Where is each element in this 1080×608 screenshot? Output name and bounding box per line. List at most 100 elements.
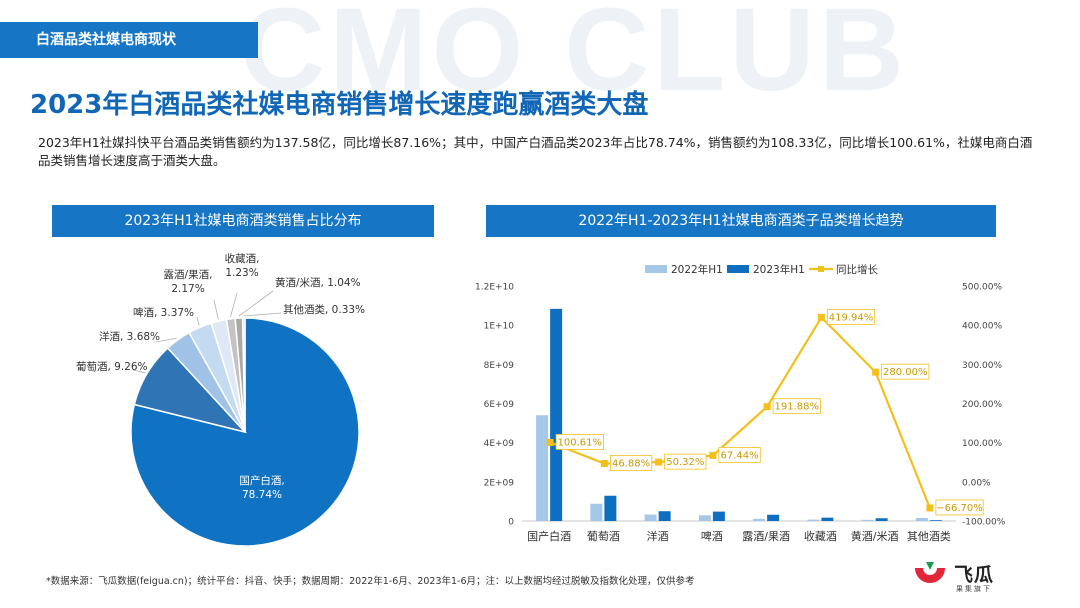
pie-leader-line (213, 299, 219, 320)
y-left-tick-label: 2E+09 (484, 478, 515, 488)
pie-label: 1.23% (225, 267, 258, 279)
bar-2022h1 (698, 515, 711, 521)
x-tick-label: 露酒/果酒 (742, 530, 790, 543)
yoy-point (655, 458, 663, 466)
y-left-tick-label: 1E+10 (484, 322, 515, 332)
y-right-tick-label: 100.00% (962, 439, 1002, 449)
watermark-text: CMO CLUB (240, 0, 908, 116)
x-tick-label: 其他酒类 (907, 529, 951, 543)
x-tick-label: 洋酒 (647, 529, 669, 543)
y-left-tick-label: 8E+09 (484, 361, 515, 371)
pie-leader-line (196, 316, 200, 326)
pie-leader-line (132, 369, 146, 374)
combo-chart-header: 2022年H1-2023年H1社媒电商酒类子品类增长趋势 (486, 205, 996, 237)
yoy-label-box (935, 499, 984, 516)
bar-2023h1 (712, 511, 725, 521)
yoy-point (817, 313, 825, 321)
pie-slice (130, 317, 360, 547)
y-left-tick-label: 0 (508, 518, 514, 528)
brand-logo: 飞瓜 果集旗下 (912, 556, 1052, 596)
legend-label: 2023年H1 (753, 263, 805, 276)
bar-2023h1 (658, 511, 671, 521)
pie-leader-line (230, 292, 238, 318)
y-right-tick-label: 300.00% (962, 361, 1002, 371)
yoy-label-box (826, 308, 876, 325)
legend-label: 同比增长 (836, 263, 878, 276)
y-right-tick-label: 200.00% (962, 400, 1002, 410)
yoy-data-label: 100.61% (558, 437, 603, 448)
pie-label: 其他酒类, 0.33% (283, 303, 365, 316)
bar-2023h1 (929, 520, 942, 521)
yoy-point (872, 368, 880, 376)
y-left-tick-label: 1.2E+10 (475, 283, 514, 293)
feigua-logo-icon (915, 562, 945, 583)
yoy-point (926, 504, 934, 512)
yoy-label-box (664, 453, 707, 470)
yoy-label-box (718, 447, 761, 463)
section-tag: 白酒品类社媒电商现状 (0, 22, 258, 58)
yoy-point (546, 438, 554, 446)
yoy-label-box (881, 363, 930, 380)
yoy-point (600, 459, 608, 467)
y-left-tick-label: 4E+09 (484, 439, 515, 449)
legend-label: 2022年H1 (671, 263, 723, 276)
x-tick-label: 国产白酒 (527, 529, 571, 543)
legend-swatch-2023h1 (727, 265, 749, 273)
pie-leader-line (155, 337, 177, 343)
bar-2022h1 (644, 514, 657, 521)
x-tick-label: 葡萄酒 (587, 530, 620, 543)
pie-leader-line (243, 312, 282, 317)
yoy-growth-line (549, 315, 931, 509)
y-left-tick-label: 6E+09 (484, 400, 515, 410)
x-tick-label: 收藏酒 (804, 529, 837, 543)
yoy-label-box (772, 398, 821, 415)
pie-leader-line (238, 290, 274, 317)
pie-slice (241, 317, 246, 433)
pie-chart-header: 2023年H1社媒电商酒类销售占比分布 (52, 205, 434, 237)
yoy-label-box (555, 434, 604, 450)
yoy-data-label: 280.00% (883, 367, 928, 378)
bar-2023h1 (604, 495, 617, 521)
yoy-data-label: 419.94% (829, 312, 874, 323)
yoy-point (709, 451, 717, 459)
bar-2023h1 (821, 517, 834, 521)
yoy-data-label: 50.32% (666, 457, 704, 468)
pie-label: 洋酒, 3.68% (99, 330, 160, 343)
footer-note: *数据来源：飞瓜数据(feigua.cn)；统计平台：抖音、快手；数据周期：20… (46, 576, 695, 587)
pie-label: 收藏酒, (225, 252, 260, 265)
bar-2022h1 (915, 518, 928, 521)
page-title: 2023年白酒品类社媒电商销售增长速度跑赢酒类大盘 (30, 90, 649, 120)
yoy-label-box (609, 455, 653, 471)
bar-2022h1 (590, 503, 603, 521)
pie-label: 啤酒, 3.37% (133, 306, 194, 319)
bar-2023h1 (875, 518, 888, 521)
pie-label: 露酒/果酒, (164, 268, 213, 281)
x-tick-label: 黄酒/米酒 (851, 529, 899, 543)
brand-subtitle: 果集旗下 (956, 585, 992, 593)
y-right-tick-label: 500.00% (962, 283, 1002, 293)
bar-2022h1 (807, 519, 820, 521)
x-tick-label: 啤酒 (701, 529, 723, 543)
yoy-data-label: 67.44% (721, 450, 759, 461)
yoy-data-label: 46.88% (612, 458, 650, 469)
brand-name: 飞瓜 (954, 564, 995, 586)
legend-swatch-2022h1 (645, 265, 667, 273)
pie-label: 2.17% (171, 283, 204, 295)
yoy-point (763, 403, 771, 411)
pie-label: 78.74% (242, 489, 282, 501)
bar-2022h1 (753, 518, 766, 521)
legend-swatch-yoy-marker (818, 266, 824, 272)
yoy-data-label: −66.70% (936, 503, 983, 514)
bar-2022h1 (861, 519, 874, 521)
y-right-tick-label: 400.00% (962, 322, 1002, 332)
y-right-tick-label: 0.00% (962, 478, 991, 488)
yoy-data-label: 191.88% (775, 402, 820, 413)
intro-paragraph: 2023年H1社媒抖快平台酒品类销售额约为137.58亿，同比增长87.16%；… (38, 135, 1033, 168)
bar-2023h1 (550, 308, 563, 521)
bar-2023h1 (767, 514, 780, 521)
pie-label: 葡萄酒, 9.26% (76, 360, 148, 373)
y-right-tick-label: -100.00% (962, 518, 1006, 528)
pie-label: 黄酒/米酒, 1.04% (275, 276, 361, 289)
